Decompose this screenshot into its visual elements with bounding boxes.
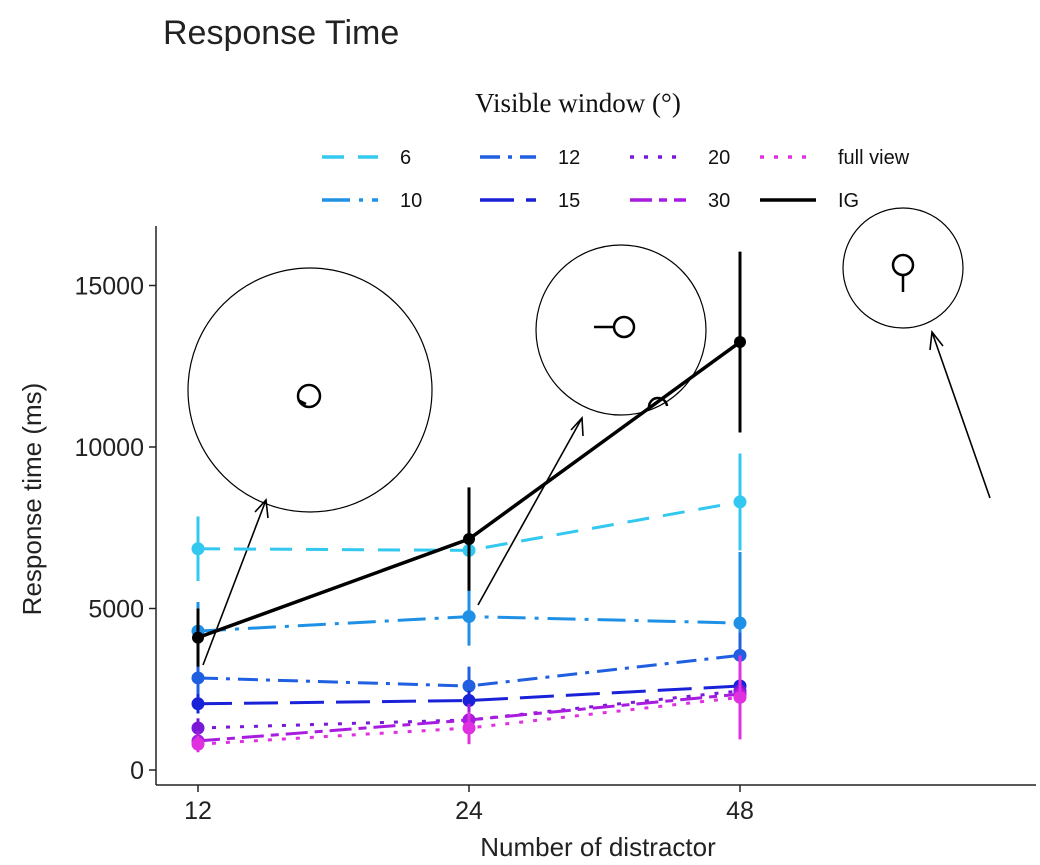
legend-label: 20 xyxy=(708,147,730,169)
x-tick-label: 24 xyxy=(455,797,483,825)
target-ring xyxy=(891,253,915,277)
y-tick-label: 5000 xyxy=(88,596,144,624)
legend-label: 10 xyxy=(400,190,422,212)
y-tick-label: 10000 xyxy=(74,434,144,462)
x-axis-label: Number of distractor xyxy=(480,832,716,862)
legend-entry: 12 xyxy=(480,147,580,169)
chart-title: Response Time xyxy=(163,14,399,52)
legend-label: 6 xyxy=(400,147,411,169)
legend-entry: IG xyxy=(760,190,859,212)
legend-entry: 10 xyxy=(322,190,422,212)
series-full-view xyxy=(191,655,747,753)
arrow-head xyxy=(254,498,269,519)
data-point xyxy=(191,737,205,751)
legend-label: 15 xyxy=(558,190,580,212)
axes: 0 5000 10000 15000 12 24 48 xyxy=(74,226,1036,825)
distractor-fragment xyxy=(647,396,669,409)
arrow-line xyxy=(477,417,583,606)
y-tick-label: 15000 xyxy=(74,273,144,301)
annotation-arrows xyxy=(202,329,991,666)
plot-area xyxy=(191,251,747,753)
x-tick-label: 12 xyxy=(184,797,212,825)
legend-label: IG xyxy=(838,190,859,212)
arrow-line xyxy=(931,331,991,499)
target-ring xyxy=(296,383,322,409)
y-axis-label: Response time (ms) xyxy=(17,383,47,616)
data-point xyxy=(462,679,476,693)
legend-entry: 20 xyxy=(630,147,730,169)
data-point xyxy=(462,721,476,735)
legend: 6 12 20 full view 10 15 30 IG xyxy=(322,147,910,212)
data-point xyxy=(734,336,746,349)
data-point xyxy=(191,671,205,685)
arrow-head xyxy=(570,416,584,437)
inset-circle-large xyxy=(187,267,433,513)
data-point xyxy=(191,542,205,556)
legend-title: Visible window (°) xyxy=(475,88,681,118)
arrow-head xyxy=(929,329,944,351)
data-point xyxy=(191,721,205,735)
arrow-line xyxy=(202,499,267,666)
legend-label: full view xyxy=(838,147,910,169)
data-point xyxy=(462,694,476,708)
data-point xyxy=(463,533,475,546)
y-tick-label: 0 xyxy=(130,757,144,785)
legend-entry: full view xyxy=(760,147,910,169)
data-point xyxy=(191,697,205,711)
inset-circle-medium xyxy=(535,244,707,416)
series-IG xyxy=(192,251,746,667)
legend-entry: 15 xyxy=(480,190,580,212)
inset-circle-small xyxy=(842,207,964,329)
target-ring xyxy=(612,315,636,339)
data-point xyxy=(462,610,476,624)
legend-entry: 30 xyxy=(630,190,730,212)
legend-entry: 6 xyxy=(322,147,411,169)
visible-window-illustrations xyxy=(187,207,964,513)
data-point xyxy=(192,631,204,644)
target-stem xyxy=(297,398,307,406)
data-point xyxy=(733,495,747,509)
data-point xyxy=(733,690,747,704)
data-point xyxy=(733,616,747,630)
x-tick-label: 48 xyxy=(726,797,754,825)
legend-label: 12 xyxy=(558,147,580,169)
legend-label: 30 xyxy=(708,190,730,212)
